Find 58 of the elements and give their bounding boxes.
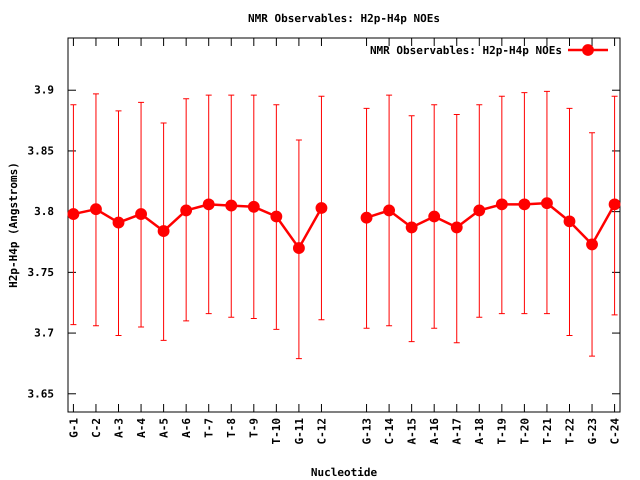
x-tick-label: A-5 xyxy=(157,418,170,438)
x-tick-label: A-16 xyxy=(428,418,442,444)
point xyxy=(67,208,80,220)
x-tick-label: A-17 xyxy=(450,418,464,444)
legend-label: NMR Observables: H2p-H4p NOEs xyxy=(370,44,562,57)
chart-title: NMR Observables: H2p-H4p NOEs xyxy=(248,12,440,25)
point xyxy=(586,238,598,250)
point xyxy=(450,222,463,234)
x-tick-label: A-4 xyxy=(134,418,148,438)
point xyxy=(292,242,305,254)
y-tick-label: 3.85 xyxy=(28,144,54,158)
y-tick-label: 3.8 xyxy=(34,205,54,218)
x-tick-label: G-23 xyxy=(586,418,599,444)
point xyxy=(608,198,621,210)
x-tick-label: C-2 xyxy=(90,418,103,438)
point xyxy=(270,210,282,222)
x-tick-label: T-7 xyxy=(202,418,216,438)
point xyxy=(180,204,192,216)
x-tick-label: G-13 xyxy=(360,418,374,444)
x-tick-label: C-14 xyxy=(382,418,396,444)
x-tick-label: T-22 xyxy=(563,418,576,444)
x-tick-label: A-15 xyxy=(405,418,418,444)
x-tick-label: T-21 xyxy=(540,418,554,444)
point xyxy=(202,198,215,210)
x-tick-label: T-8 xyxy=(225,418,238,438)
point xyxy=(428,210,440,222)
y-tick-label: 3.65 xyxy=(28,387,54,400)
x-tick-label: A-18 xyxy=(473,418,486,444)
point xyxy=(518,198,530,210)
x-tick-label: T-9 xyxy=(248,418,261,438)
y-axis-title: H2p-H4p (Angstroms) xyxy=(7,162,20,288)
point xyxy=(248,200,260,213)
point xyxy=(90,203,102,216)
x-tick-label: G-11 xyxy=(292,418,306,444)
point xyxy=(383,204,396,216)
point xyxy=(112,216,124,228)
x-tick-label: G-1 xyxy=(67,418,80,438)
x-tick-label: T-20 xyxy=(518,418,532,444)
point xyxy=(406,222,418,234)
point xyxy=(473,204,486,216)
y-tick-label: 3.75 xyxy=(28,266,54,279)
point xyxy=(135,208,147,220)
x-tick-label: C-24 xyxy=(608,418,622,444)
x-tick-label: C-12 xyxy=(315,418,328,444)
x-tick-label: A-3 xyxy=(112,418,126,438)
point xyxy=(225,200,238,212)
point xyxy=(496,198,508,210)
x-tick-label: T-19 xyxy=(496,418,509,444)
y-tick-label: 3.9 xyxy=(34,84,54,97)
point xyxy=(360,212,372,224)
y-tick-label: 3.7 xyxy=(34,326,54,340)
point xyxy=(316,202,328,214)
point xyxy=(541,197,553,210)
point xyxy=(564,215,576,228)
x-axis-title: Nucleotide xyxy=(310,466,378,479)
x-tick-label: A-6 xyxy=(180,418,194,438)
point xyxy=(158,225,170,237)
x-tick-label: T-10 xyxy=(270,418,284,444)
